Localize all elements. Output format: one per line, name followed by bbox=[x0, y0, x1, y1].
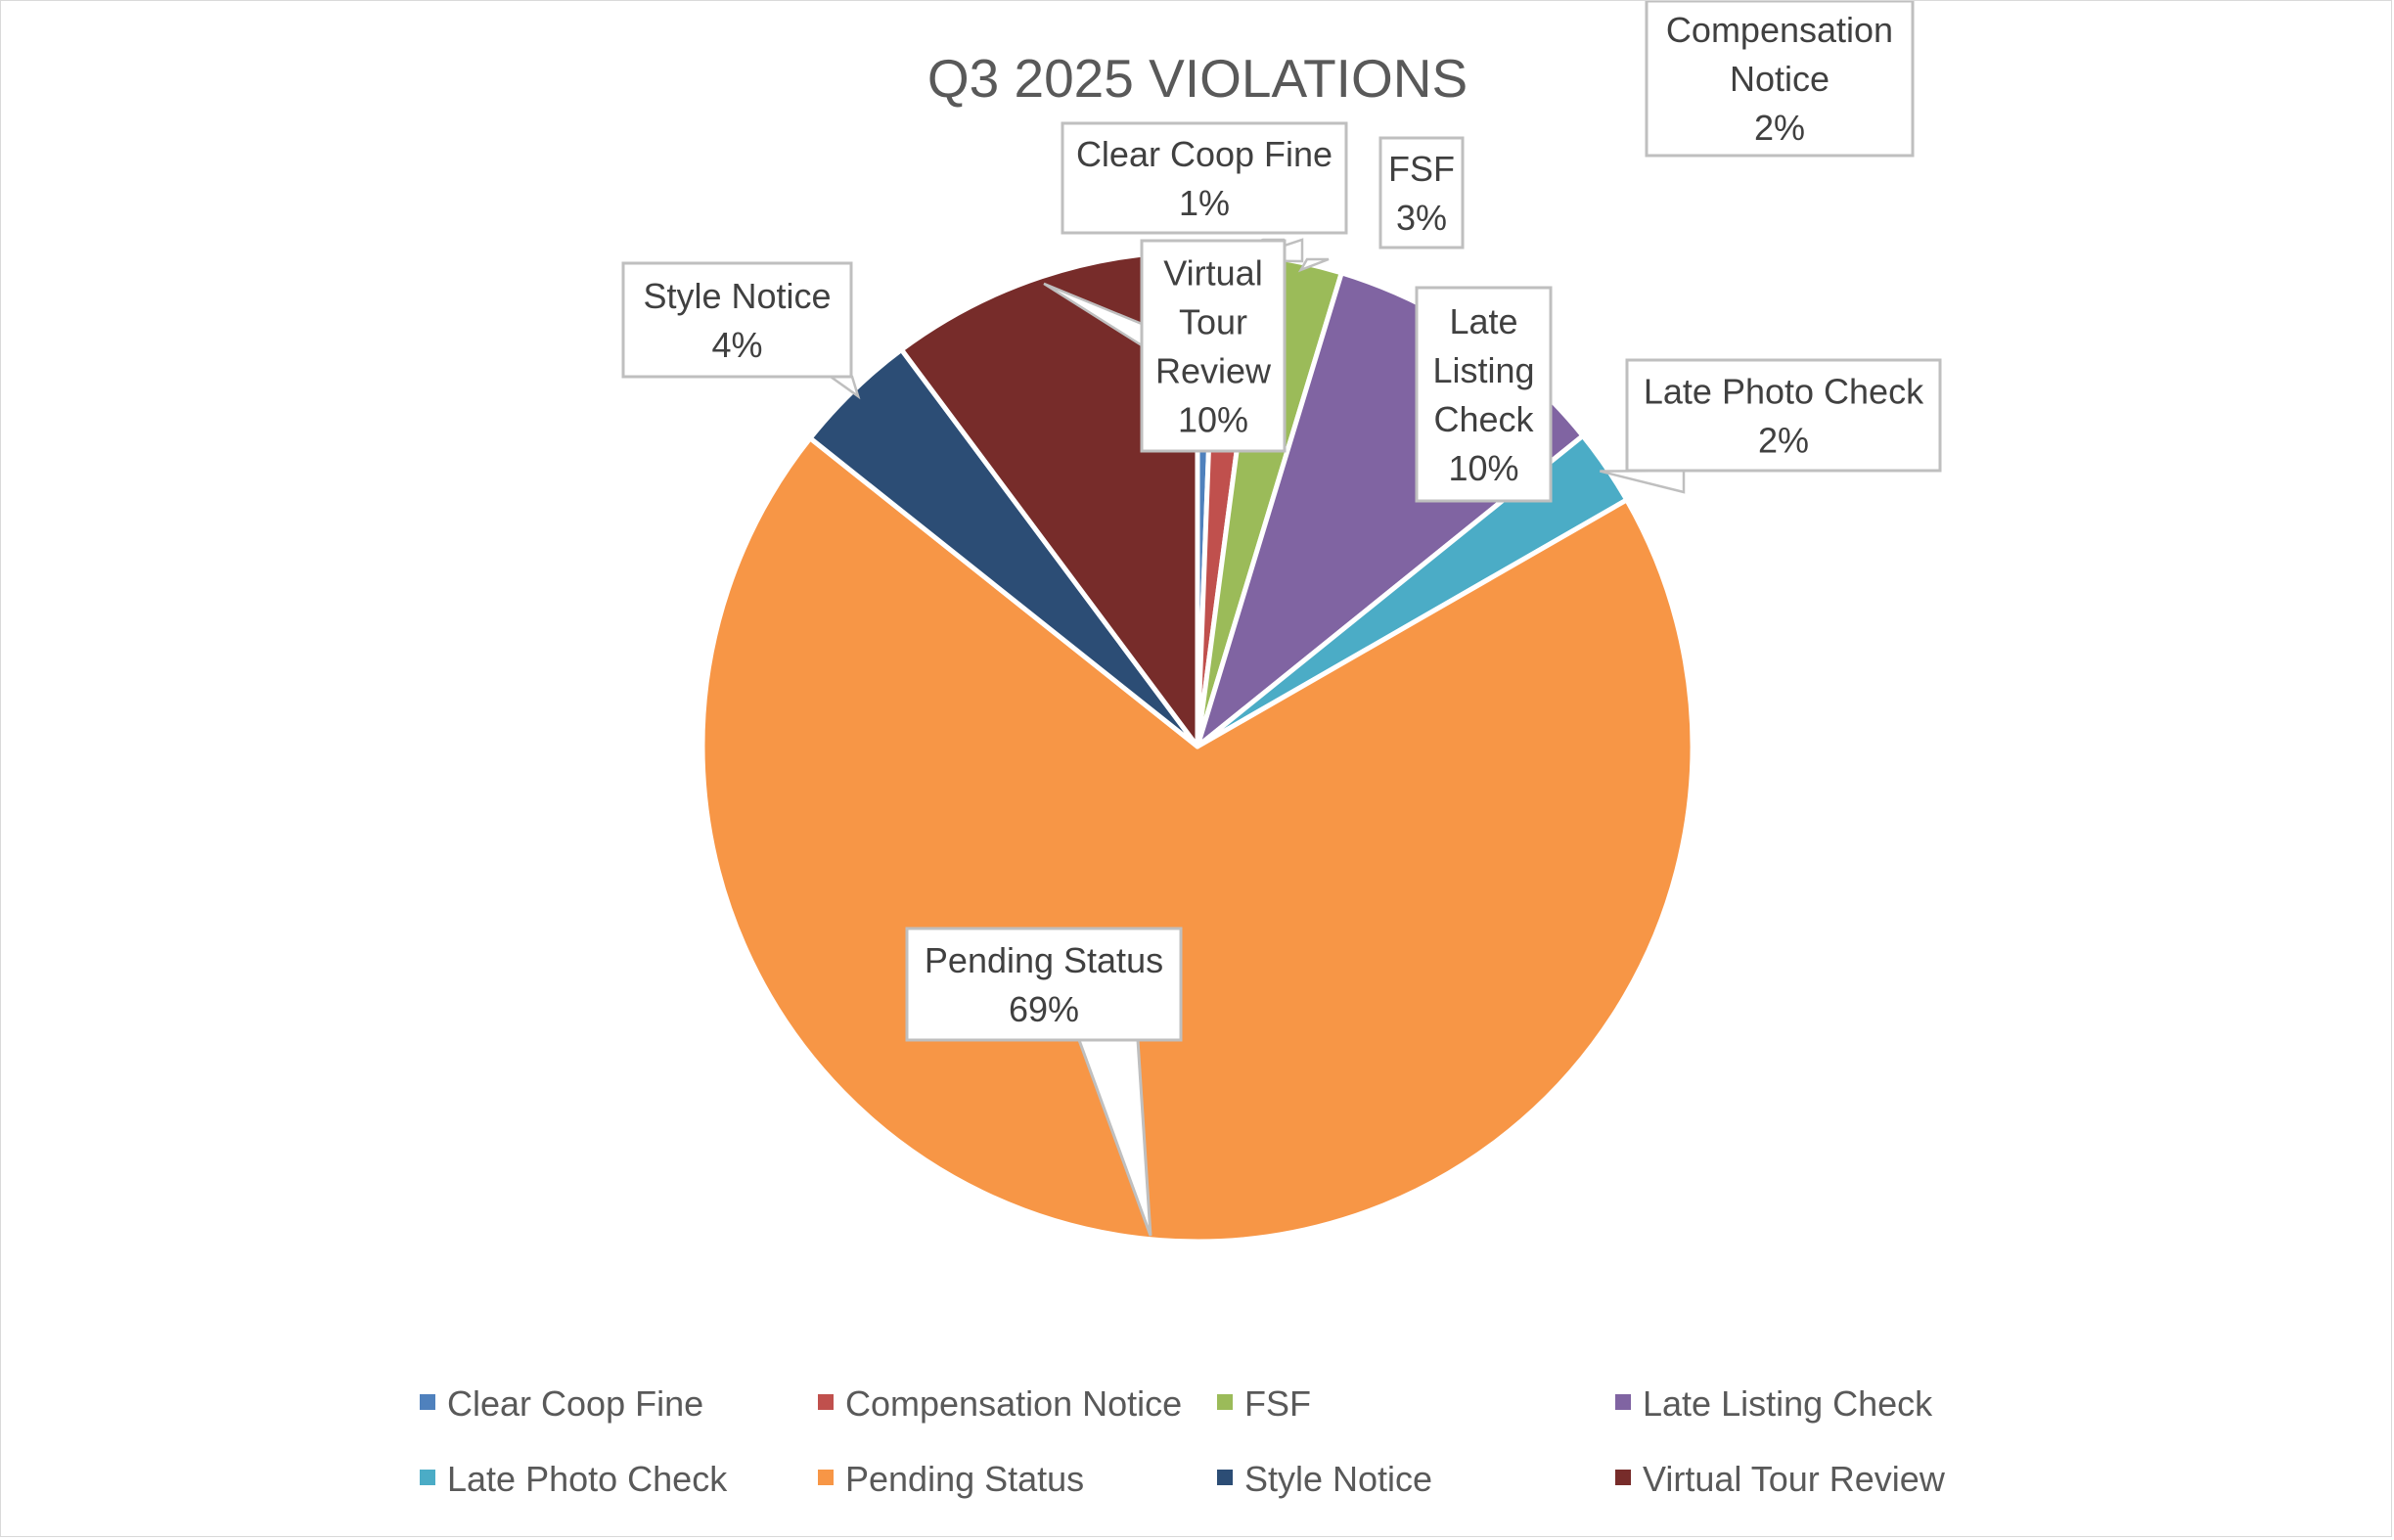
data-label-fsf: FSF 3% bbox=[1297, 136, 1465, 273]
legend-swatch bbox=[818, 1394, 834, 1410]
data-label-style-notice: Style Notice 4% bbox=[621, 261, 861, 400]
data-label-pending-status: Pending Status 69% bbox=[905, 927, 1183, 1237]
legend: Clear Coop Fine Compensation Notice FSF Lat… bbox=[420, 1383, 1946, 1499]
data-labels: Clear Coop Fine 1% Compensation Notice 2% FSF… bbox=[621, 1, 1942, 1237]
legend-swatch bbox=[1615, 1394, 1631, 1410]
label-box bbox=[1140, 239, 1287, 453]
legend-label: Virtual Tour Review bbox=[1643, 1459, 1946, 1499]
label-box bbox=[621, 261, 853, 379]
label-box bbox=[905, 927, 1183, 1042]
legend-item-late-photo-check: Late Photo Check bbox=[420, 1459, 728, 1499]
legend-item-compensation-notice: Compensation Notice bbox=[818, 1383, 1182, 1424]
data-label-clear-coop-fine: Clear Coop Fine 1% bbox=[1061, 121, 1348, 260]
legend-label: FSF bbox=[1244, 1383, 1311, 1424]
legend-swatch bbox=[420, 1394, 435, 1410]
data-label-virtual-tour-review: Virtual Tour Review 10% bbox=[1043, 239, 1287, 453]
legend-swatch bbox=[1217, 1394, 1233, 1410]
label-text: Clear Coop Fine 1% bbox=[1076, 134, 1333, 223]
label-text: Virtual Tour Review 10% bbox=[1155, 253, 1272, 440]
legend-label: Compensation Notice bbox=[845, 1383, 1182, 1424]
legend-item-fsf: FSF bbox=[1217, 1383, 1311, 1424]
label-text: Late Listing Check 10% bbox=[1432, 301, 1534, 488]
legend-label: Clear Coop Fine bbox=[447, 1383, 703, 1424]
legend-swatch bbox=[420, 1470, 435, 1485]
label-text: FSF 3% bbox=[1388, 149, 1455, 238]
legend-label: Late Photo Check bbox=[447, 1459, 728, 1499]
label-box bbox=[1378, 136, 1465, 249]
legend-item-style-notice: Style Notice bbox=[1217, 1459, 1432, 1499]
legend-item-virtual-tour-review: Virtual Tour Review bbox=[1615, 1459, 1946, 1499]
label-box bbox=[1625, 358, 1942, 473]
label-leader bbox=[1297, 257, 1330, 273]
label-text: Late Photo Check 2% bbox=[1644, 372, 1924, 461]
chart-title: Q3 2025 VIOLATIONS bbox=[927, 48, 1468, 109]
legend-item-clear-coop-fine: Clear Coop Fine bbox=[420, 1383, 703, 1424]
data-label-compensation-notice: Compensation Notice 2% bbox=[1238, 1, 1915, 263]
legend-item-pending-status: Pending Status bbox=[818, 1459, 1084, 1499]
legend-item-late-listing-check: Late Listing Check bbox=[1615, 1383, 1933, 1424]
label-text: Pending Status 69% bbox=[925, 940, 1163, 1029]
legend-swatch bbox=[1217, 1470, 1233, 1485]
label-box bbox=[1415, 286, 1553, 503]
legend-label: Pending Status bbox=[845, 1459, 1084, 1499]
legend-label: Late Listing Check bbox=[1643, 1383, 1933, 1424]
label-text: Compensation Notice 2% bbox=[1666, 10, 1893, 148]
label-box bbox=[1645, 1, 1915, 158]
label-box bbox=[1061, 121, 1348, 235]
label-text: Style Notice 4% bbox=[643, 276, 831, 365]
label-leader bbox=[827, 375, 861, 400]
legend-swatch bbox=[818, 1470, 834, 1485]
data-label-late-photo-check: Late Photo Check 2% bbox=[1600, 358, 1942, 494]
legend-swatch bbox=[1615, 1470, 1631, 1485]
legend-label: Style Notice bbox=[1244, 1459, 1432, 1499]
data-label-late-listing-check: Late Listing Check 10% bbox=[1415, 286, 1553, 503]
